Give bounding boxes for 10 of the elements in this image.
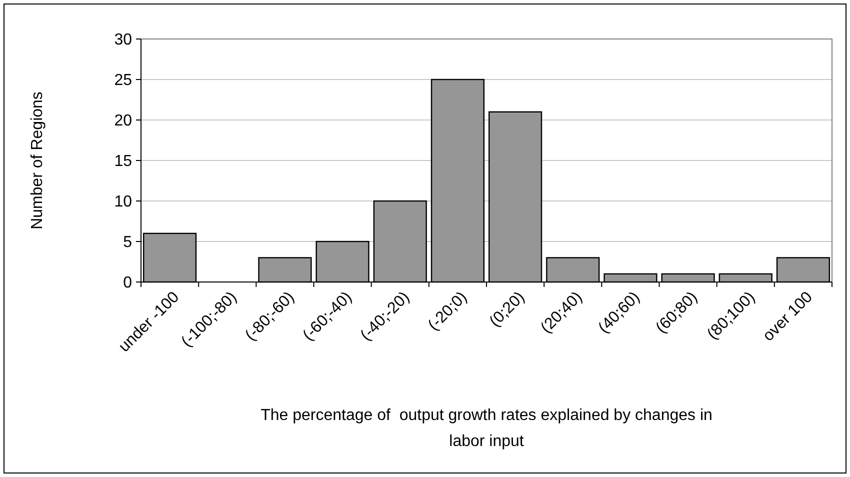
y-tick-label: 0 — [123, 274, 132, 292]
y-tick-label: 30 — [114, 32, 132, 49]
x-tick-label: over 100 — [760, 288, 816, 345]
y-tick-label: 15 — [114, 153, 132, 170]
x-axis-title: The percentage of output growth rates explained by changes in labor input — [260, 407, 712, 450]
y-tick-label: 5 — [123, 234, 132, 252]
y-tick-label: 25 — [114, 72, 132, 90]
y-axis-title: Number of Regions — [29, 92, 46, 230]
y-tick-label: 20 — [114, 112, 132, 130]
y-tick-label: 10 — [114, 194, 132, 211]
